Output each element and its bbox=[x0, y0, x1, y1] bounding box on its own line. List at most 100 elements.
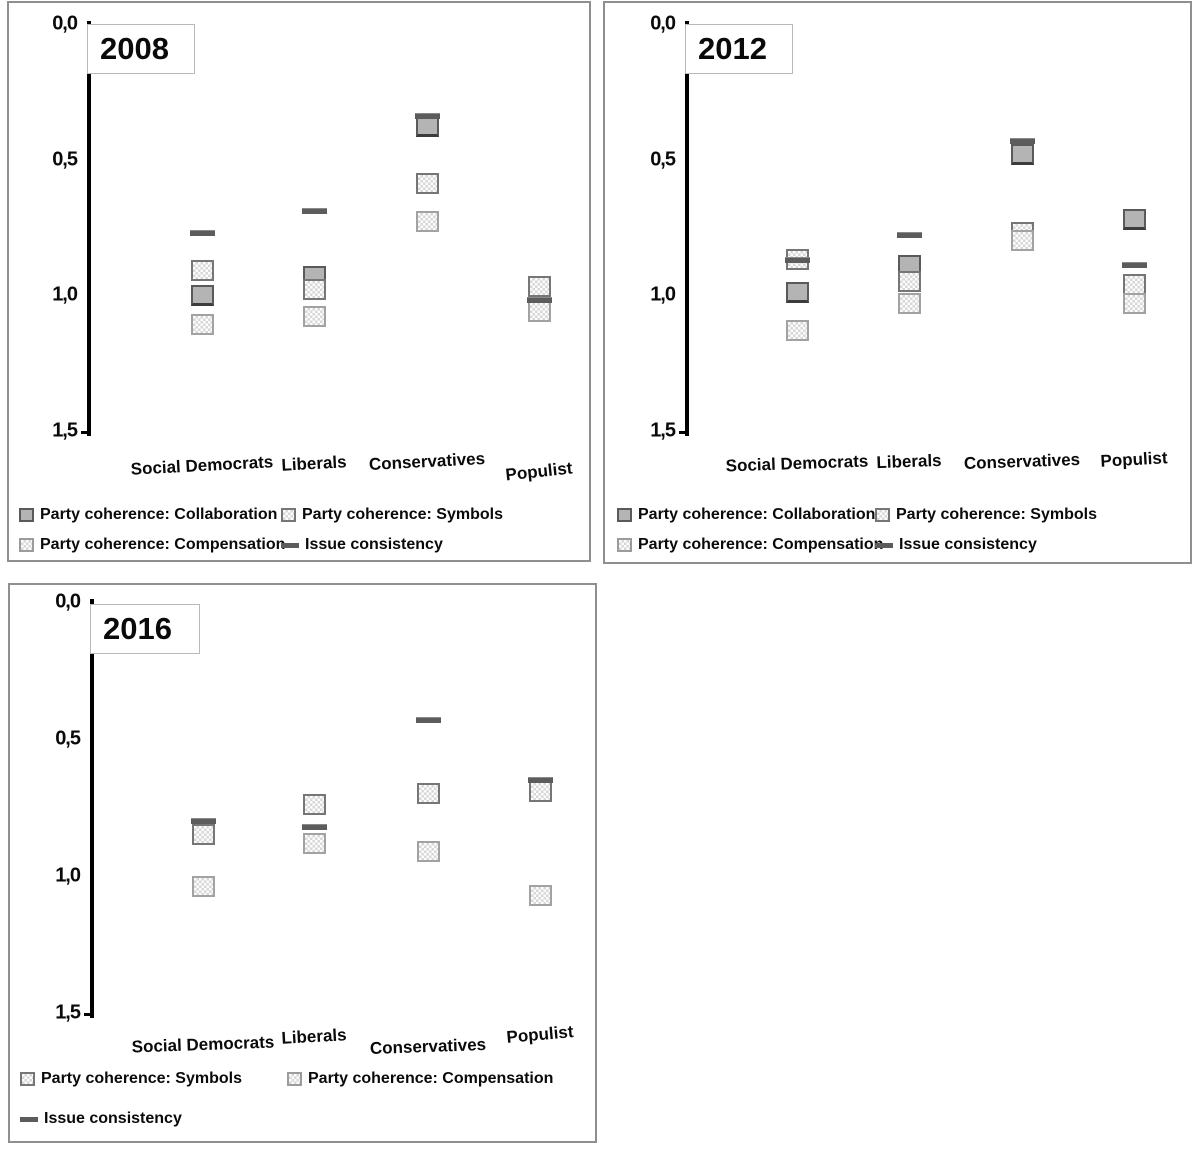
legend-label: Party coherence: Symbols bbox=[41, 1070, 242, 1087]
chart-title: 2016 bbox=[90, 604, 200, 654]
legend-label: Party coherence: Compensation bbox=[638, 536, 884, 553]
marker-symbols-3 bbox=[527, 276, 551, 298]
y-tick-label: 1,5 bbox=[55, 1001, 81, 1024]
marker-issue-2 bbox=[415, 716, 441, 723]
legend-item-collaboration: Party coherence: Collaboration bbox=[617, 506, 875, 524]
marker-symbols-2 bbox=[416, 783, 440, 805]
marker-compensation-3 bbox=[527, 300, 551, 322]
marker-compensation-2 bbox=[415, 211, 439, 233]
marker-issue-1 bbox=[896, 232, 922, 239]
y-tick-label: 0,0 bbox=[650, 12, 676, 35]
legend-symbols-swatch-icon bbox=[875, 508, 890, 522]
category-label: Liberals bbox=[280, 452, 348, 475]
marker-collaboration-2 bbox=[1010, 143, 1034, 165]
marker-issue-1 bbox=[301, 207, 327, 214]
marker-compensation-2 bbox=[1010, 230, 1034, 252]
category-label: Conservatives bbox=[369, 1034, 487, 1059]
legend-label: Issue consistency bbox=[44, 1110, 182, 1127]
marker-symbols-0 bbox=[191, 824, 215, 846]
legend-issue-swatch-icon bbox=[875, 542, 893, 548]
category-label: Populist bbox=[1099, 448, 1168, 471]
legend-label: Party coherence: Compensation bbox=[40, 536, 286, 553]
marker-compensation-2 bbox=[416, 840, 440, 862]
legend-item-symbols: Party coherence: Symbols bbox=[875, 506, 1097, 524]
marker-issue-0 bbox=[784, 256, 810, 263]
legend-label: Party coherence: Symbols bbox=[896, 506, 1097, 523]
category-label: Social Democrats bbox=[130, 452, 274, 479]
category-label: Liberals bbox=[876, 450, 942, 473]
y-axis-end-tick bbox=[84, 1013, 92, 1016]
legend-label: Party coherence: Collaboration bbox=[638, 506, 876, 523]
legend-issue-swatch-icon bbox=[281, 542, 299, 548]
legend-item-issue: Issue consistency bbox=[281, 536, 443, 554]
chart-2008: 0,0 0,5 1,0 1,5 2008 Social Democrats Liberals… bbox=[7, 1, 591, 562]
marker-symbols-1 bbox=[897, 270, 921, 292]
y-tick-label: 0,0 bbox=[55, 590, 81, 613]
category-label: Liberals bbox=[280, 1025, 348, 1048]
category-label: Conservatives bbox=[963, 449, 1081, 474]
marker-symbols-2 bbox=[415, 173, 439, 195]
marker-issue-0 bbox=[189, 229, 215, 236]
legend-label: Party coherence: Symbols bbox=[302, 506, 503, 523]
y-axis-line bbox=[87, 21, 91, 436]
y-tick-label: 1,0 bbox=[55, 864, 81, 887]
category-label: Social Democrats bbox=[131, 1032, 275, 1057]
marker-symbols-0 bbox=[190, 260, 214, 282]
marker-compensation-3 bbox=[528, 884, 552, 906]
legend-label: Issue consistency bbox=[899, 536, 1037, 553]
marker-issue-2 bbox=[1009, 137, 1035, 144]
y-tick-label: 0,5 bbox=[52, 148, 78, 170]
y-tick-label: 1,0 bbox=[52, 283, 78, 306]
legend-item-compensation: Party coherence: Compensation bbox=[617, 536, 883, 554]
legend-item-symbols: Party coherence: Symbols bbox=[281, 506, 503, 524]
y-axis-line bbox=[90, 599, 94, 1018]
chart-title: 2008 bbox=[87, 24, 195, 74]
y-tick-label: 0,5 bbox=[650, 148, 676, 170]
marker-compensation-3 bbox=[1122, 292, 1146, 314]
category-label: Populist bbox=[504, 458, 574, 485]
chart-title: 2012 bbox=[685, 24, 793, 74]
category-label: Social Democrats bbox=[725, 451, 869, 476]
y-tick-label: 1,5 bbox=[650, 419, 676, 441]
legend-symbols-swatch-icon bbox=[281, 508, 296, 522]
marker-collaboration-3 bbox=[1122, 208, 1146, 230]
y-axis-line bbox=[685, 21, 689, 436]
legend-symbols-swatch-icon bbox=[20, 1072, 35, 1086]
legend-item-compensation: Party coherence: Compensation bbox=[19, 536, 285, 554]
y-tick-label: 1,0 bbox=[650, 283, 676, 306]
y-tick-label: 0,5 bbox=[55, 727, 81, 750]
y-axis-end-tick bbox=[679, 430, 687, 434]
legend-label: Issue consistency bbox=[305, 536, 443, 553]
marker-symbols-1 bbox=[302, 794, 326, 816]
marker-symbols-3 bbox=[1122, 273, 1146, 295]
marker-compensation-1 bbox=[302, 306, 326, 328]
marker-symbols-3 bbox=[528, 780, 552, 802]
legend-compensation-swatch-icon bbox=[19, 538, 34, 552]
legend-item-compensation: Party coherence: Compensation bbox=[287, 1070, 553, 1088]
marker-issue-0 bbox=[190, 818, 216, 825]
legend-item-collaboration: Party coherence: Collaboration bbox=[19, 506, 277, 524]
legend-item-issue: Issue consistency bbox=[20, 1110, 182, 1128]
marker-issue-2 bbox=[414, 113, 440, 120]
marker-collaboration-2 bbox=[415, 116, 439, 138]
chart-2012: 0,0 0,5 1,0 1,5 2012 Social Democrats Liberals… bbox=[603, 1, 1192, 564]
legend-issue-swatch-icon bbox=[20, 1116, 38, 1122]
legend-item-issue: Issue consistency bbox=[875, 536, 1037, 554]
chart-2016: 0,0 0,5 1,0 1,5 2016 Social Democrats Liberals… bbox=[8, 583, 597, 1143]
legend-item-symbols: Party coherence: Symbols bbox=[20, 1070, 242, 1088]
legend-compensation-swatch-icon bbox=[287, 1072, 302, 1086]
legend-label: Party coherence: Collaboration bbox=[40, 506, 278, 523]
legend-collaboration-swatch-icon bbox=[617, 508, 632, 522]
y-tick-label: 1,5 bbox=[52, 419, 78, 441]
marker-symbols-1 bbox=[302, 279, 326, 301]
y-axis-end-tick bbox=[81, 430, 89, 434]
category-label: Populist bbox=[505, 1022, 575, 1047]
marker-compensation-0 bbox=[190, 314, 214, 336]
marker-compensation-0 bbox=[785, 319, 809, 341]
legend-compensation-swatch-icon bbox=[617, 538, 632, 552]
legend-collaboration-swatch-icon bbox=[19, 508, 34, 522]
marker-collaboration-0 bbox=[785, 281, 809, 303]
marker-issue-3 bbox=[1121, 262, 1147, 269]
marker-compensation-1 bbox=[302, 832, 326, 854]
